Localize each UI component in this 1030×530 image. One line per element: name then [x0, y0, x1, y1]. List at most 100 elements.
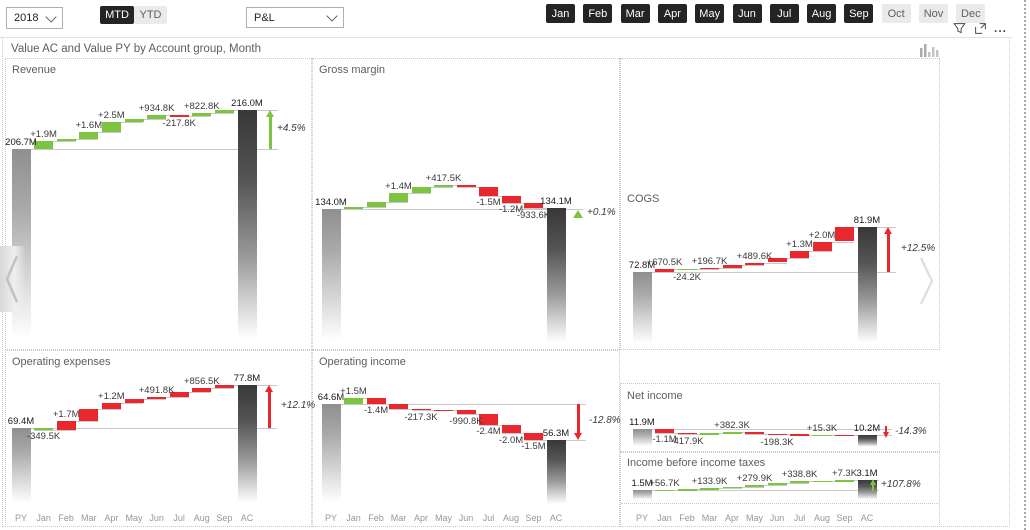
- bar-feb[interactable]: [56, 421, 76, 430]
- bar-jan[interactable]: [344, 206, 363, 209]
- bar-ac[interactable]: [546, 208, 566, 346]
- bar-jul[interactable]: [169, 392, 189, 397]
- bar-mar[interactable]: [700, 488, 719, 490]
- bar-jun[interactable]: [147, 115, 167, 120]
- bar-apr[interactable]: [411, 408, 431, 411]
- page-edge-scrollbar[interactable]: [1024, 0, 1026, 530]
- bar-py[interactable]: [11, 428, 31, 506]
- bar-jun[interactable]: [456, 410, 476, 415]
- bar-jun[interactable]: [147, 396, 167, 400]
- bar-aug[interactable]: [812, 241, 832, 252]
- month-button-jun[interactable]: Jun: [732, 4, 762, 23]
- bar-py[interactable]: [321, 209, 341, 346]
- bar-mar[interactable]: [389, 193, 408, 202]
- month-button-jan[interactable]: Jan: [546, 4, 575, 23]
- toggle-mtd-button[interactable]: MTD: [100, 6, 134, 24]
- measure-dropdown[interactable]: P&L: [246, 7, 344, 28]
- bar-feb[interactable]: [677, 268, 697, 271]
- month-button-sep[interactable]: Sep: [844, 4, 874, 23]
- bar-jun[interactable]: [767, 433, 787, 436]
- bar-jul[interactable]: [790, 481, 809, 484]
- bar-jun[interactable]: [767, 483, 787, 486]
- bar-ac[interactable]: [857, 227, 877, 346]
- bar-mar[interactable]: [389, 403, 408, 409]
- bar-mar[interactable]: [700, 433, 719, 435]
- bar-py[interactable]: [632, 272, 652, 346]
- bar-jun[interactable]: [456, 184, 476, 187]
- connector-line: [101, 121, 144, 123]
- bar-aug[interactable]: [501, 195, 521, 203]
- bar-sep[interactable]: [835, 480, 854, 482]
- bar-sep[interactable]: [214, 385, 234, 388]
- more-options-icon[interactable]: ...: [994, 21, 1007, 35]
- bar-feb[interactable]: [366, 201, 386, 207]
- scroll-right-button[interactable]: [916, 250, 938, 317]
- bar-apr[interactable]: [722, 264, 742, 268]
- bar-jan[interactable]: [655, 429, 674, 433]
- bar-jul[interactable]: [479, 186, 498, 196]
- month-button-aug[interactable]: Aug: [807, 4, 837, 23]
- bar-py[interactable]: [321, 404, 341, 506]
- bar-feb[interactable]: [677, 489, 697, 491]
- bar-aug[interactable]: [192, 112, 212, 117]
- bar-ac[interactable]: [237, 385, 257, 506]
- bar-aug[interactable]: [812, 480, 832, 483]
- month-button-nov[interactable]: Nov: [919, 4, 948, 23]
- bar-feb[interactable]: [677, 432, 697, 435]
- bar-jul[interactable]: [479, 414, 498, 425]
- bar-mar[interactable]: [79, 132, 99, 139]
- bar-aug[interactable]: [192, 387, 212, 393]
- month-button-feb[interactable]: Feb: [583, 4, 613, 23]
- bar-apr[interactable]: [722, 486, 742, 489]
- month-button-may[interactable]: May: [695, 4, 725, 23]
- bar-may[interactable]: [745, 432, 764, 434]
- bar-jan[interactable]: [34, 141, 54, 149]
- connector-line: [722, 264, 764, 266]
- bar-jan[interactable]: [655, 268, 674, 272]
- bar-may[interactable]: [745, 262, 764, 265]
- bar-sep[interactable]: [835, 434, 854, 437]
- bar-py[interactable]: [632, 490, 652, 500]
- bar-feb[interactable]: [366, 397, 386, 404]
- bar-aug[interactable]: [501, 424, 521, 434]
- bar-jul[interactable]: [169, 115, 189, 117]
- bar-jun[interactable]: [767, 257, 787, 263]
- focus-mode-icon[interactable]: [974, 22, 987, 40]
- bar-sep[interactable]: [524, 202, 543, 209]
- month-button-dec[interactable]: Dec: [956, 4, 986, 23]
- bar-aug[interactable]: [812, 434, 832, 437]
- bar-jul[interactable]: [790, 251, 809, 258]
- bar-ac[interactable]: [857, 435, 877, 447]
- bar-py[interactable]: [632, 429, 652, 447]
- bar-apr[interactable]: [101, 403, 121, 410]
- bar-jul[interactable]: [790, 434, 809, 436]
- bar-may[interactable]: [434, 409, 453, 412]
- bar-apr[interactable]: [411, 187, 431, 194]
- bar-jan[interactable]: [655, 489, 674, 492]
- bar-may[interactable]: [434, 184, 453, 188]
- bar-mar[interactable]: [700, 267, 719, 270]
- month-button-oct[interactable]: Oct: [881, 4, 911, 23]
- year-dropdown[interactable]: 2018: [6, 7, 63, 29]
- bar-sep[interactable]: [524, 433, 543, 440]
- bar-may[interactable]: [124, 399, 144, 404]
- month-button-mar[interactable]: Mar: [620, 4, 650, 23]
- toggle-ytd-button[interactable]: YTD: [134, 6, 167, 24]
- bar-ac[interactable]: [857, 480, 877, 500]
- bar-ac[interactable]: [237, 109, 257, 346]
- bar-jan[interactable]: [34, 428, 54, 430]
- month-button-apr[interactable]: Apr: [657, 4, 687, 23]
- bar-apr[interactable]: [101, 121, 121, 133]
- bar-sep[interactable]: [835, 227, 854, 242]
- month-button-jul[interactable]: Jul: [769, 4, 799, 23]
- bar-sep[interactable]: [214, 109, 234, 113]
- bar-apr[interactable]: [722, 432, 742, 434]
- bar-may[interactable]: [124, 119, 144, 122]
- scroll-left-button[interactable]: [0, 246, 26, 312]
- bar-may[interactable]: [745, 485, 764, 487]
- bar-jan[interactable]: [344, 397, 363, 404]
- filter-icon[interactable]: [953, 22, 966, 40]
- bar-ac[interactable]: [546, 439, 566, 506]
- bar-mar[interactable]: [79, 409, 99, 422]
- bar-feb[interactable]: [56, 138, 76, 141]
